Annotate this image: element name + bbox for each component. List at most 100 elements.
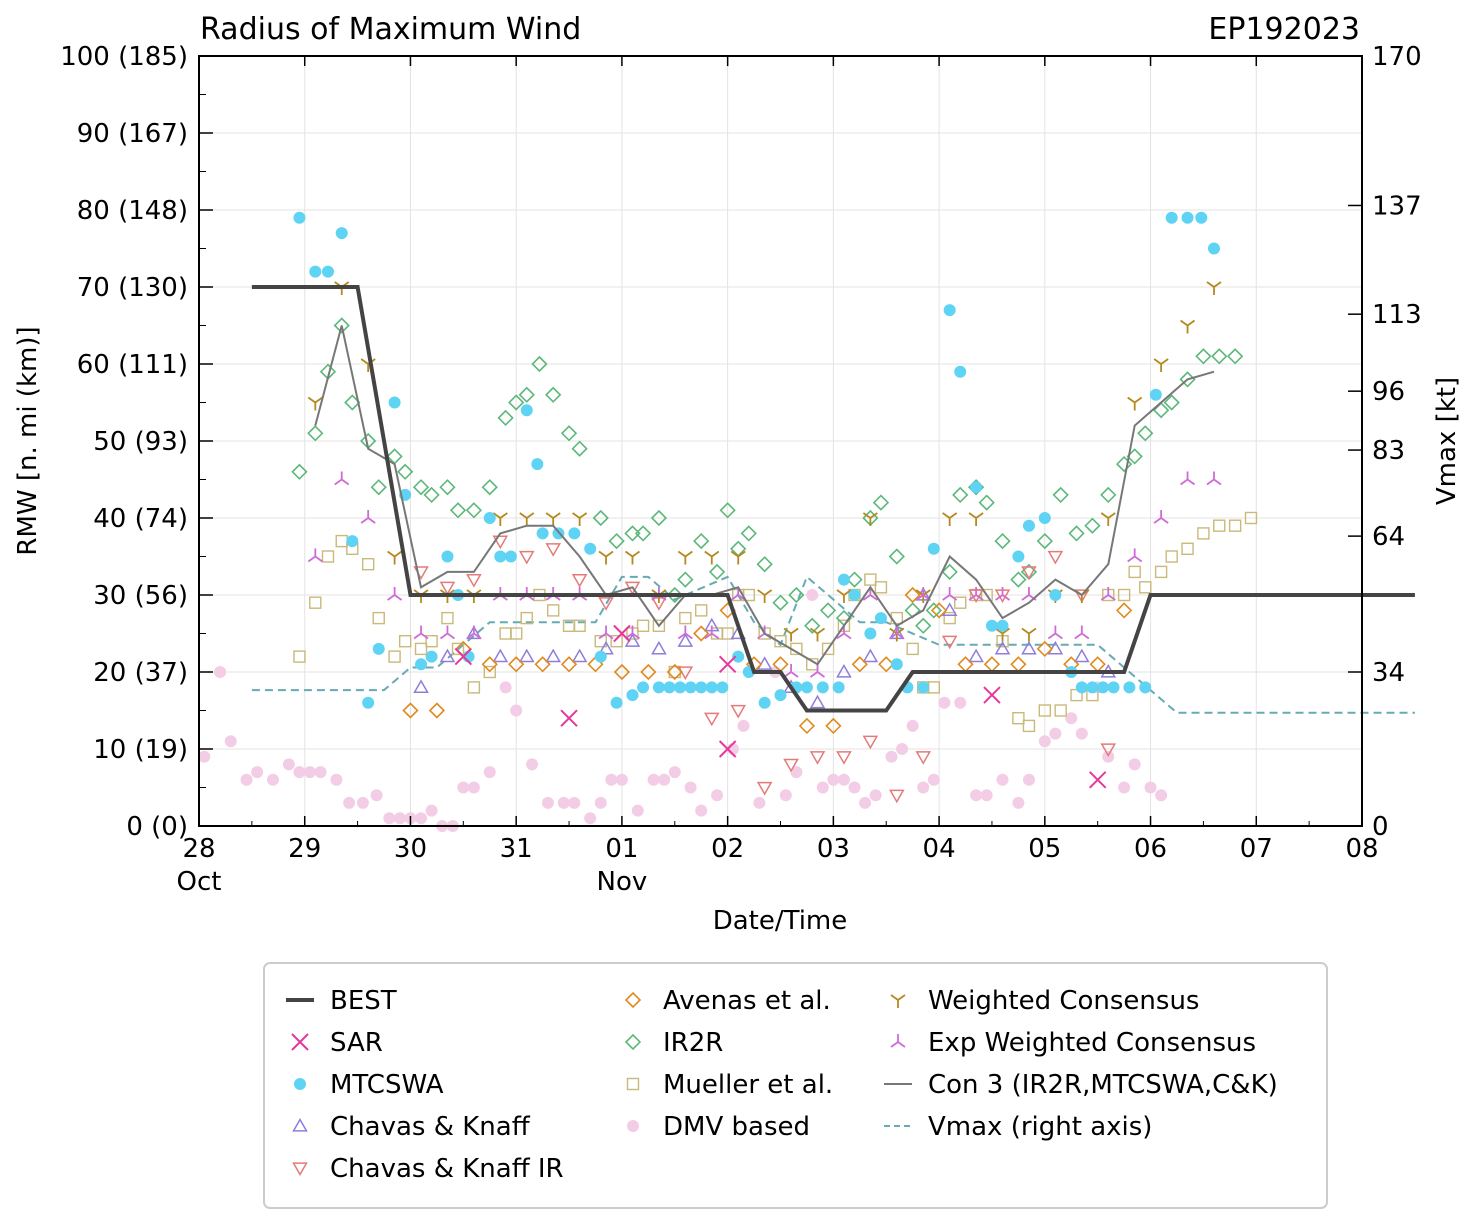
- exp-weighted-consensus-point-31: [1127, 548, 1143, 563]
- mtcswa-point-19: [536, 527, 549, 540]
- mueller-et-al-point-55: [1054, 704, 1067, 717]
- weighted-consensus-point-12: [624, 550, 641, 565]
- exp-weighted-consensus-point-32: [1153, 510, 1169, 524]
- chavas-knaff-ir-point-1: [439, 581, 456, 596]
- dmv-based-point-24: [499, 681, 512, 694]
- legend-label-ir2r: IR2R: [663, 1028, 723, 1058]
- mtcswa-point-56: [1022, 519, 1035, 532]
- legend-item-mtcswa: MTCSWA: [294, 1070, 444, 1100]
- mtcswa-point-62: [1096, 681, 1109, 694]
- mtcswa-point-43: [848, 589, 861, 601]
- dmv-based-point-4: [251, 766, 264, 779]
- chavas-knaff-ir-point-12: [730, 704, 747, 719]
- dmv-based-point-54: [885, 750, 898, 763]
- ir2r-point-3: [333, 317, 350, 334]
- exp-weighted-consensus-point-15: [704, 625, 720, 640]
- mtcswa-point-44: [864, 627, 877, 640]
- dmv-based-point-7: [293, 766, 306, 779]
- avenas-et-al-point-9: [640, 663, 657, 681]
- legend-label-vmax-right-axis: Vmax (right axis): [928, 1112, 1152, 1142]
- x-tick-label-1: 29: [288, 834, 321, 864]
- dmv-based-point-12: [356, 796, 369, 809]
- mtcswa-point-25: [626, 689, 639, 702]
- dmv-based-point-58: [927, 773, 940, 786]
- ir2r-point-66: [1211, 348, 1228, 365]
- chavas-knaff-point-22: [994, 640, 1011, 655]
- avenas-et-al-point-5: [534, 656, 551, 673]
- weighted-consensus-point-16: [730, 550, 746, 565]
- mtcswa-point-60: [1075, 681, 1088, 694]
- mtcswa-point-65: [1139, 681, 1152, 694]
- chavas-knaff-point-20: [941, 602, 958, 617]
- mueller-et-al-point-12: [451, 642, 465, 656]
- dmv-based-point-48: [816, 781, 829, 794]
- ir2r-point-25: [634, 525, 652, 542]
- y2-axis-label: Vmax [kt]: [1432, 377, 1462, 505]
- x-tick-label-8: 05: [1028, 834, 1061, 864]
- chavas-knaff-point-9: [651, 640, 667, 655]
- dmv-based-point-28: [557, 796, 570, 809]
- mtcswa-point-27: [652, 681, 665, 694]
- dmv-based-point-2: [224, 735, 237, 748]
- mtcswa-point-23: [594, 650, 607, 663]
- mtcswa-point-17: [520, 404, 533, 417]
- exp-weighted-consensus-point-14: [677, 625, 693, 640]
- mueller-et-al-point-65: [1197, 527, 1210, 540]
- mtcswa-point-28: [663, 681, 676, 694]
- chavas-knaff-ir-point-3: [492, 535, 509, 550]
- x-axis-label: Date/Time: [713, 906, 848, 936]
- dmv-based-point-39: [695, 804, 708, 817]
- dmv-based-point-18: [425, 804, 438, 817]
- ir2r-point-0: [291, 463, 308, 480]
- chavas-knaff-ir-point-2: [466, 573, 482, 588]
- ir2r-point-65: [1195, 348, 1212, 365]
- mtcswa-point-49: [927, 542, 940, 555]
- mtcswa-point-37: [774, 689, 787, 702]
- x-tick-label-5: 02: [711, 834, 744, 864]
- mueller-et-al-point-52: [1012, 712, 1025, 725]
- dmv-based-point-1: [214, 666, 227, 678]
- dmv-based-point-22: [467, 781, 480, 794]
- ir2r-point-43: [888, 548, 905, 565]
- mueller-et-al-point-66: [1213, 519, 1226, 532]
- chavas-knaff-point-0: [413, 679, 429, 694]
- dmv-based-point-67: [1049, 727, 1062, 740]
- chavas-knaff-point-10: [677, 633, 694, 647]
- dmv-based-point-30: [584, 812, 597, 825]
- ir2r-point-19: [545, 386, 562, 403]
- x-tick-label-4: 01: [605, 834, 638, 864]
- legend-item-exp-weighted-consensus: Exp Weighted Consensus: [890, 1028, 1256, 1058]
- sar-point-4: [718, 740, 737, 758]
- mtcswa-point-3: [335, 227, 348, 240]
- mtcswa-point-45: [874, 612, 887, 625]
- x-tick-label-0: 28: [182, 834, 215, 864]
- exp-weighted-consensus-point-0: [307, 548, 323, 563]
- weighted-consensus-point-32: [1153, 358, 1169, 372]
- legend-label-dmv-based: DMV based: [663, 1112, 810, 1142]
- legend-swatch-chavas-knaff-ir: [292, 1162, 308, 1177]
- mueller-et-al-point-16: [509, 627, 523, 640]
- x-tick-label-2: 30: [394, 834, 427, 864]
- x-tick-label-10: 07: [1240, 834, 1273, 864]
- exp-weighted-consensus-point-34: [1206, 471, 1222, 486]
- con-3-ir2r-mtcswa-c-k-line: [314, 325, 1215, 666]
- weighted-consensus-point-9: [545, 512, 561, 526]
- ir2r-point-8: [397, 463, 414, 480]
- ir2r-point-46: [925, 602, 942, 619]
- ir2r-point-55: [1052, 486, 1069, 504]
- ir2r-point-1: [307, 425, 324, 442]
- legend-item-avenas-et-al: Avenas et al.: [624, 986, 831, 1016]
- mueller-et-al-point-14: [483, 665, 496, 679]
- series-sar: [454, 624, 1107, 789]
- ir2r-point-22: [592, 509, 609, 527]
- ir2r-point-45: [915, 617, 932, 634]
- x-tick-label-9: 06: [1134, 834, 1167, 864]
- y-tick-label-10: 100 (185): [60, 42, 188, 72]
- series-con-3-ir2r-mtcswa-c-k: [314, 325, 1215, 666]
- mueller-et-al-point-54: [1038, 704, 1052, 717]
- avenas-et-al-point-3: [481, 656, 498, 673]
- weighted-consensus-point-15: [704, 550, 720, 565]
